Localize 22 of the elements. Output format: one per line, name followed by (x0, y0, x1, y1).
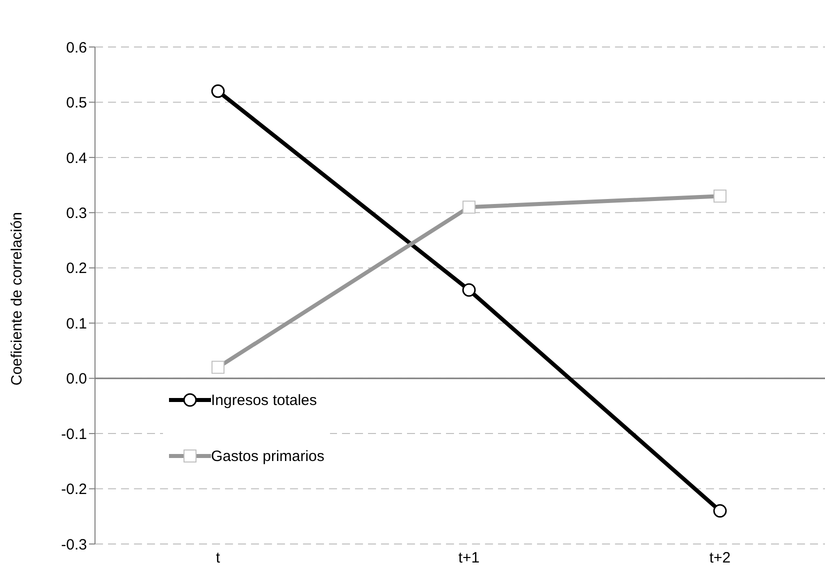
y-tick-label: 0.3 (66, 204, 87, 222)
legend-label: Gastos primarios (211, 448, 324, 464)
x-tick-label: t (216, 550, 221, 567)
point (713, 504, 727, 518)
y-tick-label: 0.1 (66, 315, 87, 332)
legend-label: Ingresos totales (211, 392, 317, 408)
x-tick-label: t+2 (709, 550, 731, 567)
y-tick-label: 0.6 (66, 39, 87, 56)
point (714, 190, 726, 203)
y-tick-label: 0.4 (66, 150, 87, 167)
y-tick-label: 0.0 (66, 370, 87, 388)
point (212, 360, 224, 374)
y-tick-label: 0.5 (66, 94, 87, 112)
point (462, 200, 476, 214)
point (462, 283, 476, 297)
point (211, 84, 225, 98)
y-tick-label: -0.2 (61, 481, 87, 498)
y-axis-title: Coeficiente de correlación (8, 212, 26, 386)
y-tick-label: -0.3 (61, 536, 87, 554)
y-tick-label: 0.2 (66, 260, 87, 278)
y-tick-label: -0.1 (61, 426, 87, 443)
x-tick-label: t+1 (458, 550, 480, 567)
